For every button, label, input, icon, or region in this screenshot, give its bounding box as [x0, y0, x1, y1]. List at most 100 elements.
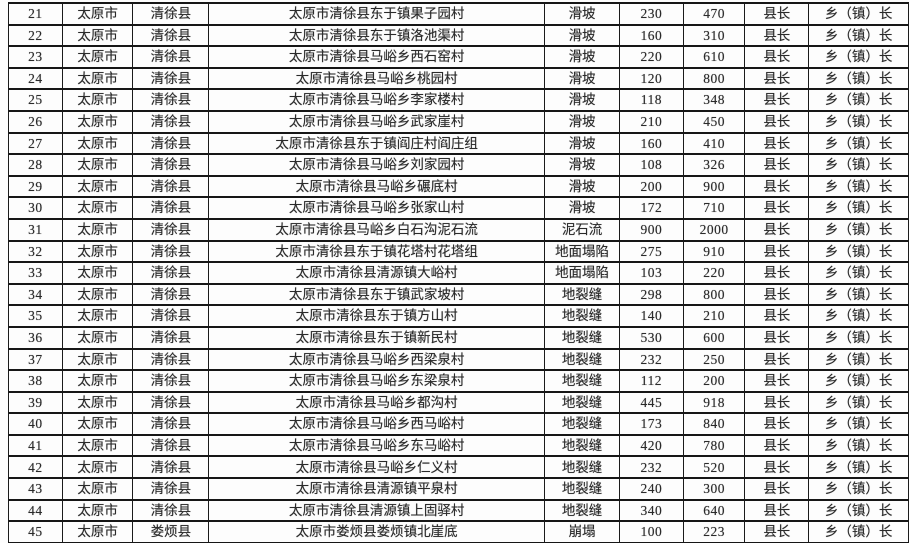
numeric-value-2-cell: 450 — [682, 109, 746, 134]
county-leader-cell: 县长 — [744, 153, 810, 177]
county-cell: 清徐县 — [132, 347, 210, 372]
hazard-type-cell: 地裂缝 — [544, 477, 620, 501]
township-leader-cell: 乡（镇）长 — [808, 412, 909, 436]
county-leader-cell: 县长 — [744, 261, 810, 285]
numeric-value-1-cell: 232 — [619, 455, 684, 480]
numeric-value-1-cell: 160 — [619, 131, 684, 156]
hazard-type-cell: 地裂缝 — [544, 325, 620, 350]
hazard-type-cell: 滑坡 — [544, 45, 620, 69]
table-row: 23 太原市 清徐县 太原市清徐县马峪乡西石窑村 滑坡 220 610 县长 乡（镇）长 — [8, 45, 909, 69]
city-cell: 太原市 — [61, 174, 134, 199]
county-leader-cell: 县长 — [744, 174, 810, 199]
hazard-type-cell: 地裂缝 — [544, 304, 620, 328]
row-number-cell: 41 — [8, 433, 63, 458]
county-leader-cell: 县长 — [744, 282, 810, 307]
city-cell: 太原市 — [61, 304, 134, 328]
numeric-value-1-cell: 120 — [619, 66, 684, 91]
county-cell: 清徐县 — [132, 23, 210, 48]
numeric-value-2-cell: 910 — [682, 239, 746, 264]
township-leader-cell: 乡（镇）长 — [808, 498, 909, 523]
city-cell: 太原市 — [61, 455, 134, 480]
city-cell: 太原市 — [61, 325, 134, 350]
numeric-value-2-cell: 200 — [682, 369, 746, 393]
township-leader-cell: 乡（镇）长 — [808, 23, 909, 48]
township-leader-cell: 乡（镇）长 — [808, 196, 909, 220]
hazard-site-cell: 太原市清徐县马峪乡刘家园村 — [208, 153, 546, 177]
county-cell: 清徐县 — [132, 369, 210, 393]
numeric-value-1-cell: 140 — [619, 304, 684, 328]
numeric-value-1-cell: 420 — [619, 433, 684, 458]
hazard-type-cell: 地裂缝 — [544, 282, 620, 307]
numeric-value-1-cell: 200 — [619, 174, 684, 199]
numeric-value-1-cell: 160 — [619, 23, 684, 48]
numeric-value-2-cell: 210 — [682, 304, 746, 328]
hazard-type-cell: 地面塌陷 — [544, 239, 620, 264]
numeric-value-2-cell: 310 — [682, 23, 746, 48]
hazard-type-cell: 地面塌陷 — [544, 261, 620, 285]
hazard-type-cell: 滑坡 — [544, 174, 620, 199]
county-cell: 清徐县 — [132, 325, 210, 350]
hazard-type-cell: 滑坡 — [544, 131, 620, 156]
hazard-site-cell: 太原市清徐县东于镇洛池渠村 — [208, 23, 546, 48]
city-cell: 太原市 — [61, 369, 134, 393]
table-row: 26 太原市 清徐县 太原市清徐县马峪乡武家崖村 滑坡 210 450 县长 乡（镇）长 — [8, 109, 909, 134]
row-number-cell: 43 — [8, 477, 63, 501]
hazard-site-cell: 太原市清徐县清源镇大峪村 — [208, 261, 546, 285]
hazard-type-cell: 泥石流 — [544, 217, 620, 242]
county-leader-cell: 县长 — [744, 45, 810, 69]
county-cell: 清徐县 — [132, 390, 210, 415]
county-cell: 清徐县 — [132, 2, 210, 26]
county-leader-cell: 县长 — [744, 88, 810, 112]
hazard-site-cell: 太原市清徐县马峪乡桃园村 — [208, 66, 546, 91]
county-cell: 清徐县 — [132, 239, 210, 264]
row-number-cell: 29 — [8, 174, 63, 199]
row-number-cell: 35 — [8, 304, 63, 328]
hazard-type-cell: 滑坡 — [544, 66, 620, 91]
city-cell: 太原市 — [61, 131, 134, 156]
numeric-value-1-cell: 172 — [619, 196, 684, 220]
city-cell: 太原市 — [61, 347, 134, 372]
city-cell: 太原市 — [61, 23, 134, 48]
numeric-value-1-cell: 108 — [619, 153, 684, 177]
table-row: 27 太原市 清徐县 太原市清徐县东于镇阎庄村阎庄组 滑坡 160 410 县长 乡（镇）长 — [8, 131, 909, 156]
table-row: 21 太原市 清徐县 太原市清徐县东于镇果子园村 滑坡 230 470 县长 乡（镇）长 — [8, 2, 909, 26]
hazard-site-cell: 太原市清徐县马峪乡张家山村 — [208, 196, 546, 220]
table-row: 38 太原市 清徐县 太原市清徐县马峪乡东梁泉村 地裂缝 112 200 县长 乡（镇）长 — [8, 369, 909, 393]
city-cell: 太原市 — [61, 390, 134, 415]
hazard-site-cell: 太原市清徐县清源镇上固驿村 — [208, 498, 546, 523]
county-leader-cell: 县长 — [744, 347, 810, 372]
hazard-type-cell: 滑坡 — [544, 153, 620, 177]
county-cell: 清徐县 — [132, 304, 210, 328]
row-number-cell: 34 — [8, 282, 63, 307]
numeric-value-1-cell: 298 — [619, 282, 684, 307]
county-leader-cell: 县长 — [744, 455, 810, 480]
hazard-type-cell: 滑坡 — [544, 2, 620, 26]
township-leader-cell: 乡（镇）长 — [808, 45, 909, 69]
county-leader-cell: 县长 — [744, 520, 810, 543]
hazard-type-cell: 地裂缝 — [544, 455, 620, 480]
table-body: 21 太原市 清徐县 太原市清徐县东于镇果子园村 滑坡 230 470 县长 乡（镇）长 22 太原… — [8, 2, 909, 543]
township-leader-cell: 乡（镇）长 — [808, 174, 909, 199]
hazard-type-cell: 崩塌 — [544, 520, 620, 543]
hazard-type-cell: 地裂缝 — [544, 412, 620, 436]
row-number-cell: 36 — [8, 325, 63, 350]
county-leader-cell: 县长 — [744, 304, 810, 328]
table-row: 39 太原市 清徐县 太原市清徐县马峪乡都沟村 地裂缝 445 918 县长 乡（镇）长 — [8, 390, 909, 415]
county-cell: 清徐县 — [132, 196, 210, 220]
table-row: 37 太原市 清徐县 太原市清徐县马峪乡西梁泉村 地裂缝 232 250 县长 乡（镇）长 — [8, 347, 909, 372]
row-number-cell: 30 — [8, 196, 63, 220]
numeric-value-1-cell: 100 — [619, 520, 684, 543]
city-cell: 太原市 — [61, 239, 134, 264]
numeric-value-2-cell: 520 — [682, 455, 746, 480]
row-number-cell: 25 — [8, 88, 63, 112]
hazard-site-cell: 太原市清徐县东于镇新民村 — [208, 325, 546, 350]
numeric-value-1-cell: 230 — [619, 2, 684, 26]
numeric-value-2-cell: 300 — [682, 477, 746, 501]
county-leader-cell: 县长 — [744, 239, 810, 264]
hazard-site-cell: 太原市清徐县东于镇方山村 — [208, 304, 546, 328]
row-number-cell: 39 — [8, 390, 63, 415]
numeric-value-1-cell: 240 — [619, 477, 684, 501]
county-leader-cell: 县长 — [744, 433, 810, 458]
township-leader-cell: 乡（镇）长 — [808, 217, 909, 242]
row-number-cell: 44 — [8, 498, 63, 523]
